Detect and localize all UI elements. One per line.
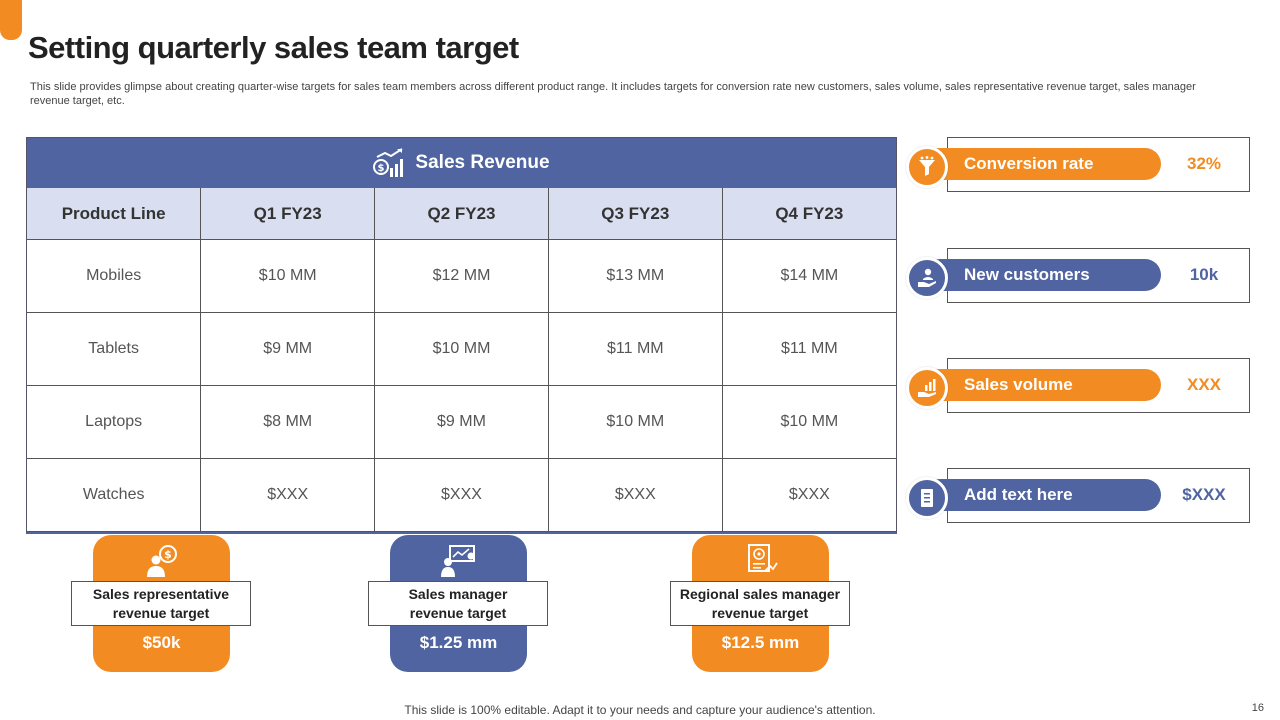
table-row: Watches $XXX $XXX $XXX $XXX: [27, 458, 896, 532]
table-cell: $XXX: [547, 458, 723, 532]
table-row: Laptops $8 MM $9 MM $10 MM $10 MM: [27, 385, 896, 459]
card-sales-manager: Sales manager revenue target $1.25 mm: [368, 535, 548, 672]
footer-note: This slide is 100% editable. Adapt it to…: [404, 703, 876, 717]
table-cell: $13 MM: [547, 239, 723, 313]
funnel-icon: [919, 156, 935, 176]
document-icon: [921, 489, 933, 507]
card-label-line: revenue target: [409, 604, 507, 621]
column-header: Q4 FY23: [721, 188, 896, 240]
table-cell: $10 MM: [547, 385, 723, 459]
metric-icon-circle: [906, 146, 948, 188]
svg-text:$: $: [164, 548, 172, 561]
table-cell: $14 MM: [721, 239, 896, 313]
table-cell: $10 MM: [721, 385, 896, 459]
card-label: Regional sales manager revenue target: [670, 581, 850, 626]
table-row: Tablets $9 MM $10 MM $11 MM $11 MM: [27, 312, 896, 386]
table-cell: $XXX: [721, 458, 896, 532]
revenue-chart-icon: $: [373, 148, 404, 177]
revenue-grid: Product Line Q1 FY23 Q2 FY23 Q3 FY23 Q4 …: [27, 188, 896, 532]
metric-label: New customers: [964, 265, 1090, 284]
table-cell: $XXX: [200, 458, 376, 532]
metric-icon-circle: [906, 477, 948, 519]
metric-conversion-rate: Conversion rate 32%: [906, 137, 1250, 192]
metric-value: $XXX: [1182, 485, 1226, 504]
table-title-bar: $ Sales Revenue: [27, 138, 896, 188]
table-cell: $10 MM: [374, 312, 549, 386]
table-cell: $9 MM: [374, 385, 549, 459]
table-cell: Mobiles: [27, 239, 202, 313]
page-number: 16: [1251, 702, 1264, 714]
card-label-line: revenue target: [112, 604, 210, 621]
metric-value: XXX: [1186, 375, 1222, 394]
card-label: Sales manager revenue target: [368, 581, 548, 626]
customer-hand-icon: [918, 268, 936, 287]
table-cell: Laptops: [27, 385, 202, 459]
card-label: Sales representative revenue target: [71, 581, 251, 626]
metric-new-customers: New customers 10k: [906, 248, 1250, 303]
representative-dollar-icon: $: [146, 545, 177, 577]
column-header: Q3 FY23: [547, 188, 723, 240]
column-header: Product Line: [27, 188, 202, 240]
card-regional-sales-manager: Regional sales manager revenue target $1…: [670, 535, 850, 672]
table-row: Mobiles $10 MM $12 MM $13 MM $14 MM: [27, 239, 896, 313]
metric-label: Conversion rate: [964, 154, 1094, 173]
column-header: Q1 FY23: [200, 188, 376, 240]
table-cell: $8 MM: [200, 385, 376, 459]
manager-presentation-icon: [440, 545, 475, 577]
card-label-line: Sales representative: [92, 585, 230, 602]
table-cell: $11 MM: [547, 312, 723, 386]
target-report-icon: [747, 544, 778, 572]
table-title: Sales Revenue: [415, 152, 550, 173]
table-cell: $10 MM: [200, 239, 376, 313]
metric-label-pill: New customers: [924, 259, 1161, 291]
card-amount: $12.5 mm: [721, 633, 800, 652]
slide-subtitle: This slide provides glimpse about creati…: [30, 81, 1196, 107]
metric-label: Add text here: [964, 485, 1073, 504]
metric-value: 10k: [1189, 265, 1219, 284]
metric-sales-volume: Sales volume XXX: [906, 358, 1250, 413]
metric-value: 32%: [1186, 154, 1222, 173]
metric-label-pill: Add text here: [924, 479, 1161, 511]
slide-title: Setting quarterly sales team target: [28, 30, 519, 65]
metric-icon-circle: [906, 257, 948, 299]
card-label-line: Regional sales manager: [679, 585, 841, 602]
metric-label-pill: Sales volume: [924, 369, 1161, 401]
card-amount: $50k: [142, 633, 181, 652]
table-cell: Tablets: [27, 312, 202, 386]
column-header-row: Product Line Q1 FY23 Q2 FY23 Q3 FY23 Q4 …: [27, 188, 896, 240]
table-cell: $9 MM: [200, 312, 376, 386]
sales-growth-icon: [918, 379, 936, 397]
tab-accent: [0, 0, 22, 40]
table-cell: Watches: [27, 458, 202, 532]
svg-text:$: $: [378, 163, 385, 174]
card-amount: $1.25 mm: [419, 633, 498, 652]
metric-add-text: Add text here $XXX: [906, 468, 1250, 523]
sales-revenue-table: $ Sales Revenue Product Line Q1 FY23 Q2 …: [26, 137, 897, 534]
card-label-line: revenue target: [711, 604, 809, 621]
metric-label-pill: Conversion rate: [924, 148, 1161, 180]
metric-label: Sales volume: [964, 375, 1073, 394]
card-label-line: Sales manager: [408, 585, 508, 602]
table-cell: $12 MM: [374, 239, 549, 313]
table-cell: $11 MM: [721, 312, 896, 386]
table-cell: $XXX: [374, 458, 549, 532]
card-sales-representative: $ Sales representative revenue target $5…: [71, 535, 251, 672]
column-header: Q2 FY23: [374, 188, 549, 240]
metric-icon-circle: [906, 367, 948, 409]
